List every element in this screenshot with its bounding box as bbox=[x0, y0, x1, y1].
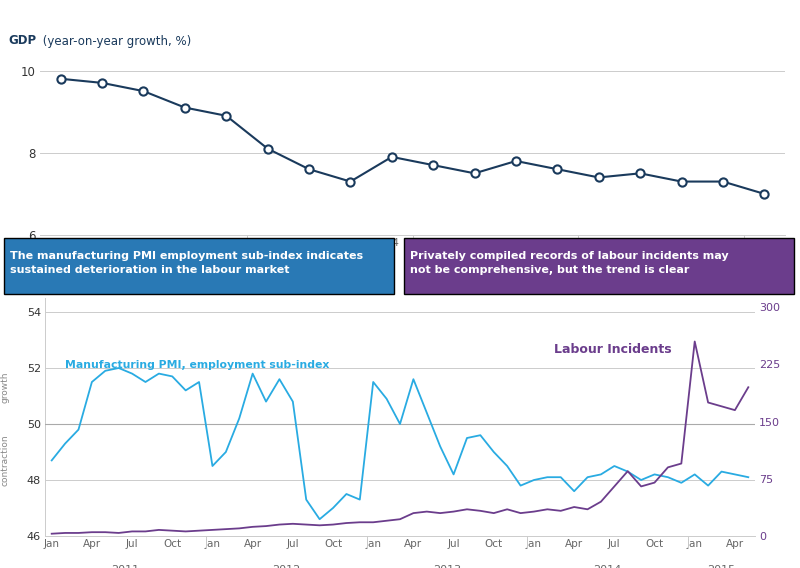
Text: 2012: 2012 bbox=[315, 268, 344, 278]
FancyBboxPatch shape bbox=[404, 238, 794, 294]
Text: 2015: 2015 bbox=[707, 565, 735, 568]
Text: contraction: contraction bbox=[0, 435, 10, 486]
Text: Privately compiled records of labour incidents may
not be comprehensive, but the: Privately compiled records of labour inc… bbox=[410, 251, 728, 275]
Text: Labour Incidents: Labour Incidents bbox=[554, 343, 672, 356]
Text: The manufacturing PMI employment sub-index indicates
sustained deterioration in : The manufacturing PMI employment sub-ind… bbox=[10, 251, 362, 275]
FancyBboxPatch shape bbox=[4, 238, 394, 294]
Point bbox=[426, 161, 439, 170]
Text: 2013: 2013 bbox=[482, 268, 510, 278]
Point bbox=[592, 173, 605, 182]
Point bbox=[137, 86, 150, 95]
Text: (year-on-year growth, %): (year-on-year growth, %) bbox=[39, 35, 191, 48]
Point bbox=[220, 111, 233, 120]
Text: 2013: 2013 bbox=[433, 565, 461, 568]
Text: 2014: 2014 bbox=[646, 268, 675, 278]
Point bbox=[551, 165, 564, 174]
Point bbox=[634, 169, 646, 178]
Text: GDP growth has slowed from double digits to a 'new normal' of 'around 7%': GDP growth has slowed from double digits… bbox=[6, 9, 574, 22]
Point bbox=[386, 152, 398, 161]
Point bbox=[717, 177, 730, 186]
Text: 2011: 2011 bbox=[150, 268, 178, 278]
Text: GDP: GDP bbox=[8, 35, 36, 48]
Text: 2011: 2011 bbox=[111, 565, 139, 568]
Point bbox=[262, 144, 274, 153]
Text: Manufacturing PMI, employment sub-index: Manufacturing PMI, employment sub-index bbox=[65, 360, 330, 370]
Point bbox=[302, 165, 315, 174]
Point bbox=[468, 169, 481, 178]
Point bbox=[54, 74, 67, 83]
Point bbox=[675, 177, 688, 186]
Text: 2012: 2012 bbox=[272, 565, 300, 568]
Point bbox=[344, 177, 357, 186]
Point bbox=[178, 103, 191, 112]
Text: 2014: 2014 bbox=[594, 565, 622, 568]
Point bbox=[758, 189, 770, 198]
Point bbox=[96, 78, 109, 87]
Text: growth: growth bbox=[0, 372, 10, 403]
Point bbox=[510, 156, 522, 165]
